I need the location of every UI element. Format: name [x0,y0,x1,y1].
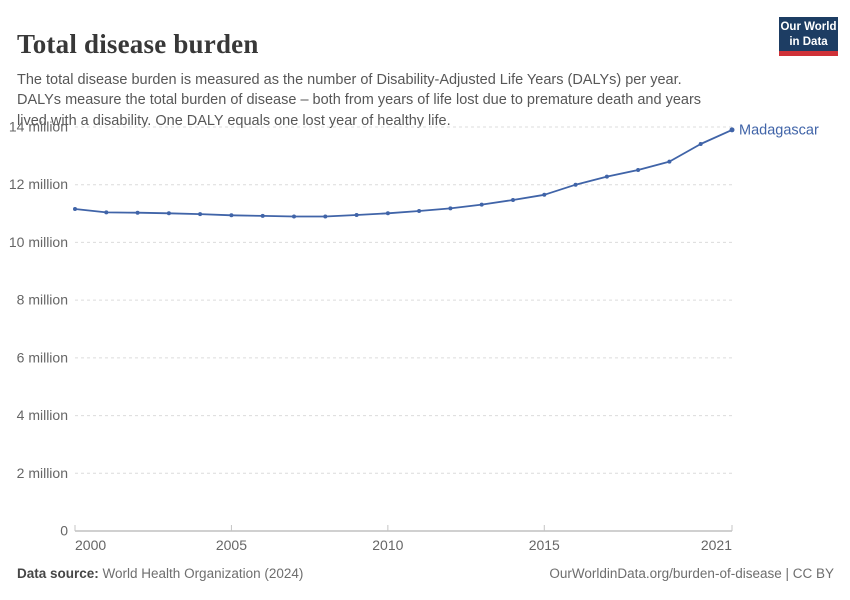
data-point[interactable] [698,142,703,146]
data-point[interactable] [448,206,453,211]
line-chart[interactable]: 2 million 4 million 6 million 8 million 10 m… [0,110,850,565]
data-point[interactable] [104,210,109,215]
data-point[interactable] [542,192,547,197]
data-point[interactable] [198,212,203,217]
owid-logo[interactable]: Our World in Data [779,17,838,57]
x-axis-label: 2000 [75,537,106,553]
x-axis-label: 2015 [529,537,560,553]
data-point[interactable] [573,182,578,187]
data-point[interactable] [354,213,359,217]
data-point[interactable] [667,159,672,164]
data-point[interactable] [417,209,422,213]
data-point[interactable] [260,213,265,218]
data-point[interactable] [166,211,171,216]
chart-subtitle: The total disease burden is measured as … [17,71,702,129]
y-axis-label: 2 million [17,465,68,481]
data-point[interactable] [229,213,234,218]
y-axis-label: 6 million [17,349,68,365]
data-source: Data source: World Health Organization (… [17,566,303,581]
series-line[interactable] [74,128,733,218]
chart-footer: Data source: World Health Organization (… [17,566,834,581]
data-source-text: World Health Organization (2024) [98,566,304,581]
y-axis-label: 14 million [9,119,68,135]
data-point[interactable] [135,210,140,215]
series-end-label[interactable]: Madagascar [739,122,819,138]
page-title: Total disease burden [17,29,259,60]
y-axis-label: 8 million [17,292,68,308]
owid-logo-line2: in Data [789,35,828,48]
data-point[interactable] [604,174,609,179]
data-source-label: Data source: [17,566,99,581]
x-axis-label: 2010 [372,537,403,553]
data-point[interactable] [636,168,641,172]
data-point[interactable] [385,211,390,216]
x-axis-label: 2021 [701,537,732,553]
x-axis-label: 2005 [216,537,247,553]
data-point[interactable] [729,127,735,133]
data-point[interactable] [511,198,515,202]
owid-logo-line1: Our World [780,21,837,33]
data-point[interactable] [323,214,328,219]
y-axis-label: 12 million [9,176,68,192]
y-axis-label: 10 million [9,234,68,250]
data-point[interactable] [479,202,484,207]
owid-license-link[interactable]: OurWorldinData.org/burden-of-disease | C… [549,566,834,581]
y-axis-zero-label: 0 [60,523,68,539]
data-point[interactable] [73,207,77,211]
y-axis-label: 4 million [17,407,68,423]
data-point[interactable] [292,214,296,219]
